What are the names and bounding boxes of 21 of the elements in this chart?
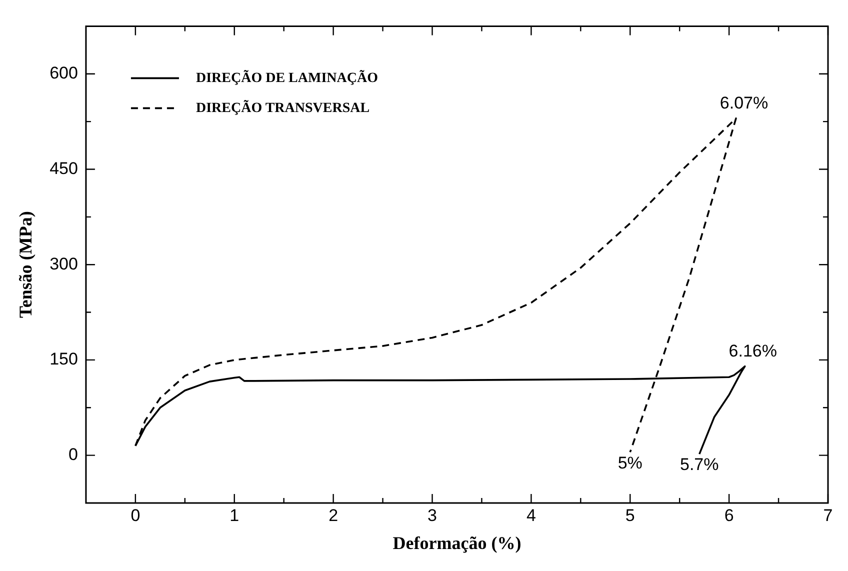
x-tick-label: 5 bbox=[625, 506, 635, 525]
y-tick-label: 0 bbox=[68, 445, 78, 464]
legend-label: DIREÇÃO TRANSVERSAL bbox=[196, 98, 370, 116]
x-tick-label: 4 bbox=[526, 506, 536, 525]
annotation: 5.7% bbox=[680, 455, 719, 474]
annotation: 5% bbox=[618, 453, 642, 472]
y-axis-title: Tensão (MPa) bbox=[15, 211, 36, 318]
legend-label: DIREÇÃO DE LAMINAÇÃO bbox=[196, 68, 378, 86]
y-tick-label: 450 bbox=[50, 158, 78, 178]
annotation: 6.16% bbox=[728, 342, 777, 361]
y-tick-label: 600 bbox=[50, 64, 78, 83]
y-tick-label: 300 bbox=[50, 254, 78, 274]
x-tick-label: 7 bbox=[823, 506, 833, 525]
annotation: 6.07% bbox=[720, 94, 768, 113]
y-tick-label: 150 bbox=[50, 350, 78, 369]
x-axis-title: Deformação (%) bbox=[392, 532, 522, 553]
x-tick-label: 6 bbox=[724, 506, 734, 525]
x-tick-label: 0 bbox=[130, 506, 140, 525]
x-tick-label: 3 bbox=[428, 506, 437, 525]
x-tick-label: 1 bbox=[230, 506, 240, 525]
x-tick-label: 2 bbox=[328, 506, 338, 525]
